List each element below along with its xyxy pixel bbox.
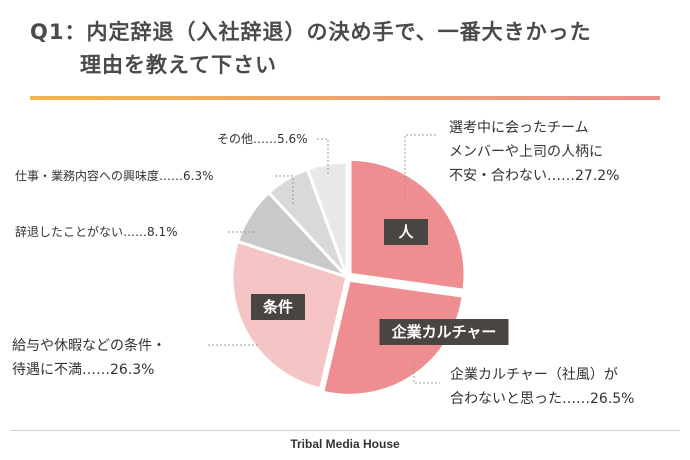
svg-text:人: 人 <box>398 223 414 241</box>
slice-label-other: その他……5.6% <box>217 132 308 146</box>
slice-label-shigoto: 仕事・業務内容への興味度……6.3% <box>15 168 214 183</box>
category-tag-joken: 条件 <box>251 294 305 320</box>
leader-line-shigoto <box>273 175 294 204</box>
title-line-1: Q1：内定辞退（入社辞退）の決め手で、一番大きかった <box>30 20 592 44</box>
page-title: Q1：内定辞退（入社辞退）の決め手で、一番大きかった 理由を教えて下さい <box>30 16 592 82</box>
slice-label-hito: 選考中に会ったチームメンバーや上司の人柄に不安・合わない……27.2% <box>449 120 619 184</box>
category-tag-hito: 人 <box>384 219 428 245</box>
footer-divider <box>10 430 680 431</box>
slice-label-culture: 企業カルチャー（社風）が合わないと思った……26.5% <box>450 366 634 407</box>
leader-line-culture <box>413 360 440 384</box>
slice-label-nai: 辞退したことがない……8.1% <box>15 224 178 239</box>
pie-slice-other <box>305 160 349 278</box>
title-underline <box>30 96 660 100</box>
svg-text:企業カルチャー: 企業カルチャー <box>391 323 497 341</box>
title-line-2: 理由を教えて下さい <box>80 53 277 77</box>
leader-line-hito <box>404 134 437 198</box>
slice-label-joken: 給与や休暇などの条件・待遇に不満……26.3% <box>12 337 166 378</box>
svg-text:条件: 条件 <box>262 298 293 316</box>
category-tag-culture: 企業カルチャー <box>379 319 509 345</box>
footer-brand: Tribal Media House <box>290 437 400 451</box>
